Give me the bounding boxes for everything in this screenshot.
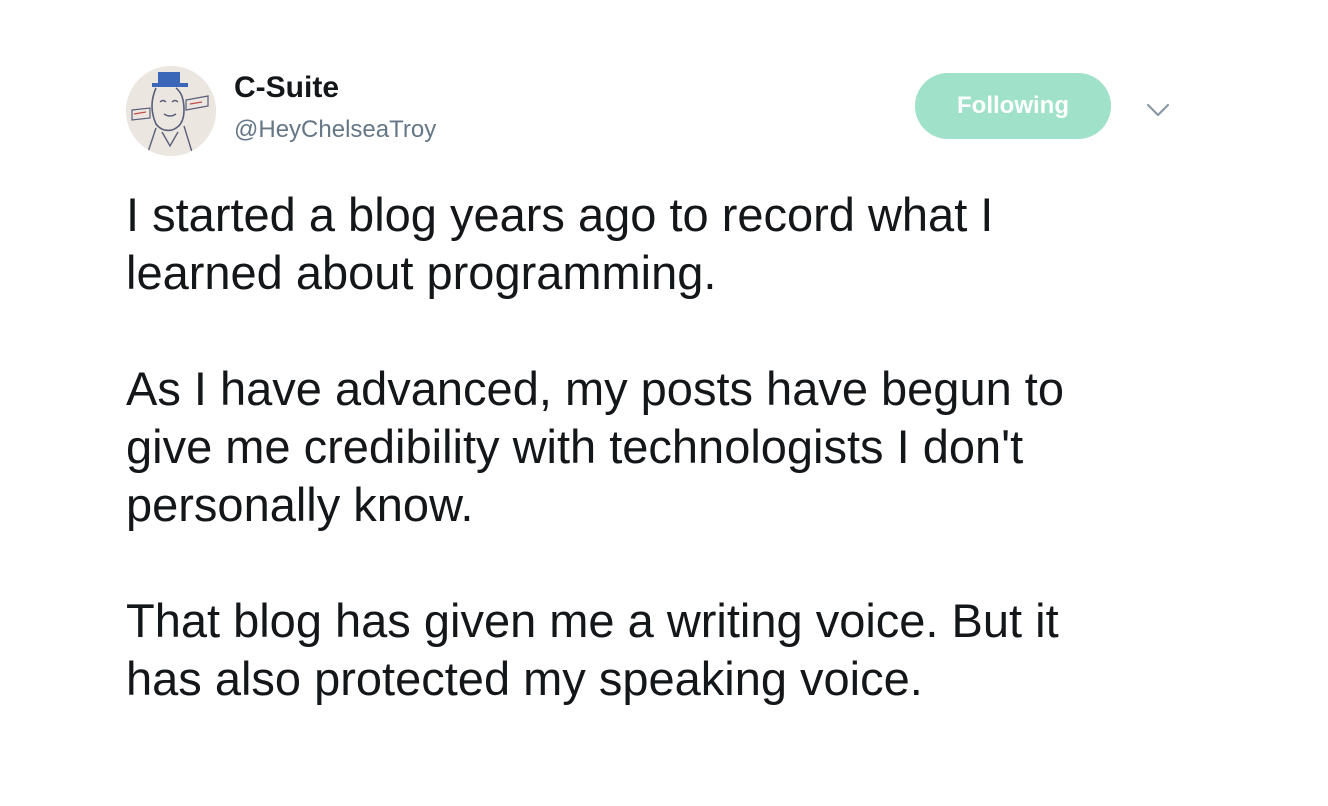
tweet-paragraph: That blog has given me a writing voice. … <box>126 592 1246 708</box>
author-handle[interactable]: @HeyChelseaTroy <box>234 116 437 143</box>
avatar[interactable] <box>126 66 216 156</box>
tweet-menu-button[interactable] <box>1144 98 1172 122</box>
cartoon-drawing-avatar-icon <box>126 66 216 156</box>
author-display-name[interactable]: C-Suite <box>234 71 339 104</box>
tweet-line: personally know. <box>126 478 474 531</box>
tweet-line: has also protected my speaking voice. <box>126 652 923 705</box>
tweet-paragraph: As I have advanced, my posts have begun … <box>126 360 1246 534</box>
tweet-line: That blog has given me a writing voice. … <box>126 594 1059 647</box>
tweet-text: I started a blog years ago to record wha… <box>126 186 1246 766</box>
tweet-line: As I have advanced, my posts have begun … <box>126 362 1064 415</box>
following-button[interactable]: Following <box>915 73 1111 139</box>
chevron-down-icon <box>1146 103 1170 117</box>
tweet-line: learned about programming. <box>126 246 717 299</box>
tweet-line: give me credibility with technologists I… <box>126 420 1024 473</box>
tweet-paragraph: I started a blog years ago to record wha… <box>126 186 1246 302</box>
tweet-line: I started a blog years ago to record wha… <box>126 188 994 241</box>
